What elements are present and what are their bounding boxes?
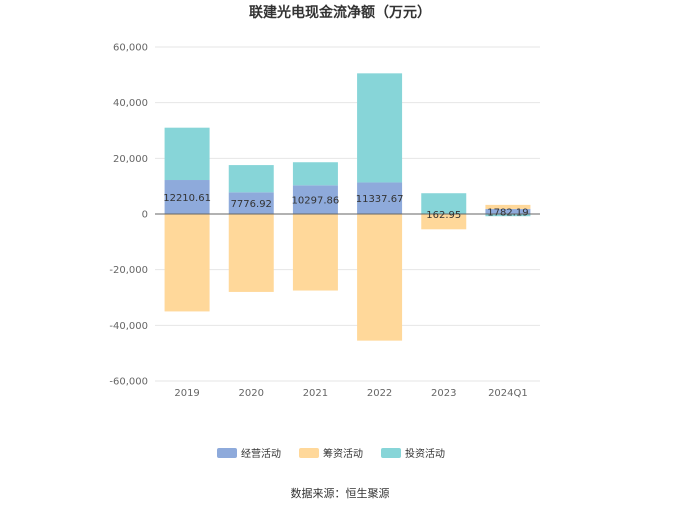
y-tick-label: -60,000 [109, 377, 148, 388]
data-label: 10297.86 [292, 196, 340, 207]
x-tick-label: 2020 [239, 388, 264, 399]
bar-投资活动 [292, 162, 338, 186]
bar-投资活动 [421, 193, 467, 214]
data-label: 1782.19 [487, 208, 528, 219]
bar-经营活动 [485, 209, 531, 214]
data-label: 7776.92 [231, 199, 272, 210]
chart-title: 联建光电现金流净额（万元） [249, 4, 431, 21]
grid-lines [155, 46, 540, 382]
bar-筹资活动 [485, 204, 531, 210]
bar-投资活动 [485, 214, 531, 217]
bar-经营活动 [357, 182, 403, 214]
bar-筹资活动 [164, 214, 210, 312]
bar-投资活动 [228, 165, 274, 193]
y-tick-label: 40,000 [113, 98, 148, 109]
y-tick-label: -20,000 [109, 265, 148, 276]
bar-筹资活动 [357, 214, 403, 341]
y-tick-label: 60,000 [113, 43, 148, 54]
y-tick-label: 0 [142, 210, 148, 221]
legend-swatch [299, 448, 319, 458]
legend-swatch [217, 448, 237, 458]
bar-筹资活动 [228, 214, 274, 292]
bar-经营活动 [164, 180, 210, 214]
x-tick-label: 2023 [431, 388, 456, 399]
x-tick-label: 2024Q1 [488, 388, 528, 399]
x-tick-label: 2021 [303, 388, 328, 399]
legend-label: 经营活动 [241, 447, 281, 460]
legend: 经营活动 筹资活动 投资活动 [217, 447, 445, 460]
y-axis-ticks: 60,000 40,000 20,000 0 -20,000 -40,000 -60,000 [109, 43, 148, 388]
bar-投资活动 [164, 127, 210, 181]
legend-label: 投资活动 [405, 447, 445, 460]
bar-投资活动 [357, 73, 403, 183]
source-note: 数据来源：恒生聚源 [291, 486, 390, 500]
bars [164, 73, 531, 341]
bar-经营活动 [228, 192, 274, 214]
y-tick-label: 20,000 [113, 154, 148, 165]
bar-筹资活动 [292, 214, 338, 291]
data-labels: 12210.61 7776.92 10297.86 11337.67 162.95 178… [163, 193, 528, 221]
x-axis-ticks: 2019 2020 2021 2022 2023 2024Q1 [174, 388, 527, 399]
y-tick-label: -40,000 [109, 321, 148, 332]
bar-经营活动 [292, 185, 338, 214]
legend-label: 筹资活动 [323, 447, 363, 460]
data-label: 162.95 [426, 210, 461, 221]
legend-swatch [381, 448, 401, 458]
data-label: 12210.61 [163, 193, 211, 204]
x-tick-label: 2022 [367, 388, 392, 399]
data-label: 11337.67 [356, 194, 404, 205]
bar-筹资活动 [421, 214, 467, 230]
x-tick-label: 2019 [174, 388, 199, 399]
